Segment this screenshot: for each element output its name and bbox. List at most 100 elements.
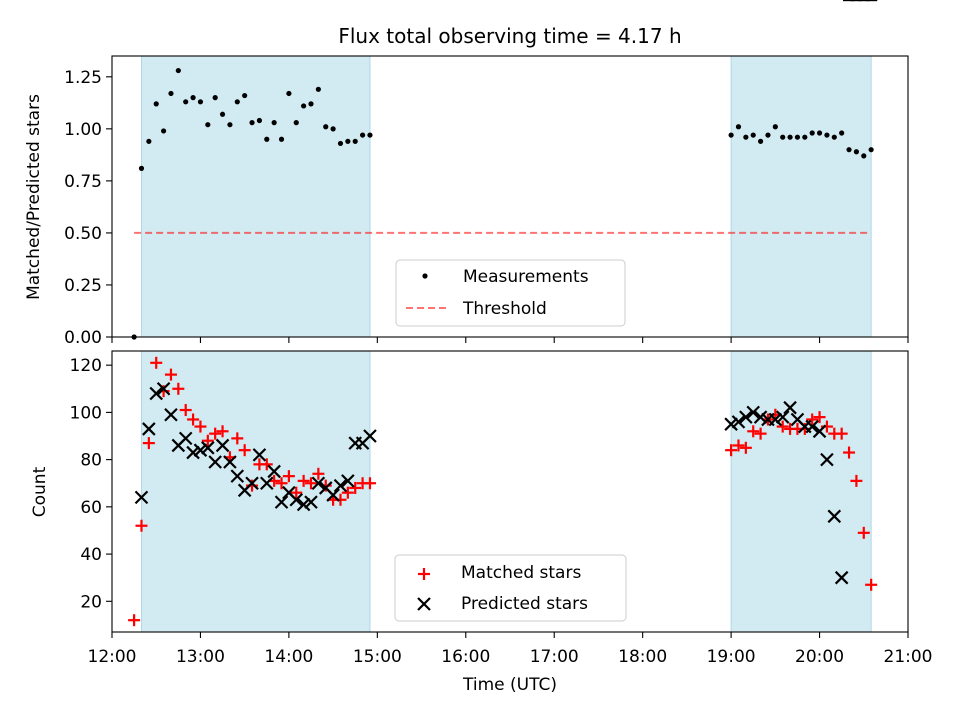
matched-star-point	[201, 434, 214, 447]
matched-star-point	[187, 413, 200, 426]
y-tick-label: 40	[80, 545, 102, 565]
legend-measurements-label: Measurements	[463, 267, 589, 287]
predicted-marker-b	[341, 474, 355, 488]
measurement-point	[824, 132, 830, 138]
predicted-marker-b	[230, 469, 245, 483]
matched-star-point	[813, 411, 826, 424]
predicted-marker-b	[834, 570, 849, 585]
predicted-star-point	[215, 438, 230, 453]
measurement-point	[168, 90, 174, 97]
matched-star-point	[275, 477, 288, 490]
legend-predicted-marker	[417, 597, 431, 611]
matched-star-point	[776, 420, 789, 433]
measurement-point	[787, 134, 793, 140]
measurement-point	[301, 103, 307, 109]
predicted-star-point	[724, 417, 738, 431]
predicted-star-point	[201, 441, 215, 455]
x-tick-label: 20:00	[795, 647, 844, 667]
predicted-star-point	[326, 488, 340, 502]
matched-star-point	[260, 458, 273, 471]
measurement-point	[868, 147, 874, 153]
matched-star-point	[305, 477, 317, 490]
predicted-marker-b	[296, 497, 311, 512]
predicted-star-point	[753, 410, 768, 424]
predicted-marker-b	[783, 400, 797, 415]
measurement-point	[315, 86, 321, 92]
y-tick-label: 0.25	[64, 276, 102, 296]
x-tick-label: 16:00	[441, 647, 490, 667]
measurement-point	[219, 111, 226, 117]
predicted-star-point	[223, 455, 237, 469]
predicted-star-point	[149, 386, 164, 401]
matched-star-point	[725, 444, 738, 457]
measurement-point	[765, 132, 771, 138]
predicted-star-point	[768, 412, 783, 427]
predicted-marker-b	[201, 441, 215, 455]
measurement-point	[286, 90, 292, 97]
matched-star-point	[290, 486, 303, 499]
matched-star-point	[135, 519, 148, 532]
predicted-marker-b	[731, 415, 746, 429]
measurement-point	[345, 138, 351, 144]
predicted-marker-b	[289, 492, 304, 507]
predicted-marker-b	[215, 438, 230, 453]
predicted-marker-b	[193, 443, 208, 457]
predicted-star-point	[230, 469, 245, 483]
matched-star-point	[216, 425, 229, 438]
chart-title: Flux total observing time = 4.17 h	[338, 24, 681, 48]
predicted-star-point	[193, 443, 208, 457]
predicted-marker-b	[252, 448, 267, 462]
shaded-interval-2	[730, 55, 872, 338]
predicted-marker-b	[282, 485, 296, 500]
matched-star-point	[164, 368, 177, 381]
predicted-marker-b	[318, 481, 333, 495]
matched-star-point	[843, 446, 856, 459]
bottom-shaded-intervals	[140, 350, 872, 633]
predicted-star-point	[164, 407, 178, 422]
predicted-marker-b	[753, 410, 768, 424]
measurement-point	[138, 165, 145, 171]
predicted-marker-b	[768, 412, 783, 427]
predicted-marker-b	[149, 386, 164, 401]
predicted-star-point	[333, 478, 348, 493]
measurement-point	[197, 99, 204, 105]
predicted-star-point	[820, 452, 834, 467]
matched-star-point	[806, 413, 819, 426]
predicted-marker-b	[363, 429, 377, 443]
predicted-star-point	[296, 497, 311, 512]
y-tick-label: 0.00	[64, 328, 102, 348]
predicted-star-point	[834, 570, 849, 585]
predicted-star-point	[304, 495, 318, 509]
y-tick-label: 60	[80, 498, 102, 518]
measurement-point	[249, 120, 255, 126]
measurement-point	[735, 124, 742, 130]
predicted-star-point	[812, 424, 827, 439]
bottom-y-axis: 20 40 60 80 100 120	[70, 356, 112, 612]
ratio-panel: 0.00 0.25 0.50 0.75 1.00 1.25 Matched/Predict…	[24, 55, 909, 348]
measurement-point	[861, 153, 867, 159]
y-tick-label: 0.50	[64, 224, 102, 244]
measurement-point	[256, 117, 263, 124]
predicted-marker-b	[267, 464, 281, 479]
x-tick-label: 17:00	[530, 647, 579, 667]
predicted-star-point	[259, 476, 274, 491]
matched-star-point	[341, 486, 354, 499]
matched-star-point	[150, 356, 163, 369]
x-tick-label: 14:00	[264, 647, 313, 667]
measurement-point	[337, 140, 344, 147]
predicted-star-point	[731, 415, 746, 429]
measurement-point	[831, 134, 837, 140]
top-legend-box	[395, 259, 626, 327]
measurement-point	[308, 101, 314, 107]
matched-star-point	[857, 526, 870, 539]
predicted-marker-b	[805, 419, 819, 434]
measurement-point	[205, 122, 211, 128]
legend-measurements-marker	[422, 273, 428, 279]
predicted-star-point	[827, 509, 842, 524]
predicted-star-point	[341, 474, 355, 488]
x-tick-label: 15:00	[353, 647, 402, 667]
predicted-star-point	[274, 495, 289, 509]
predicted-marker-b	[311, 476, 326, 491]
count-series	[128, 0, 878, 627]
